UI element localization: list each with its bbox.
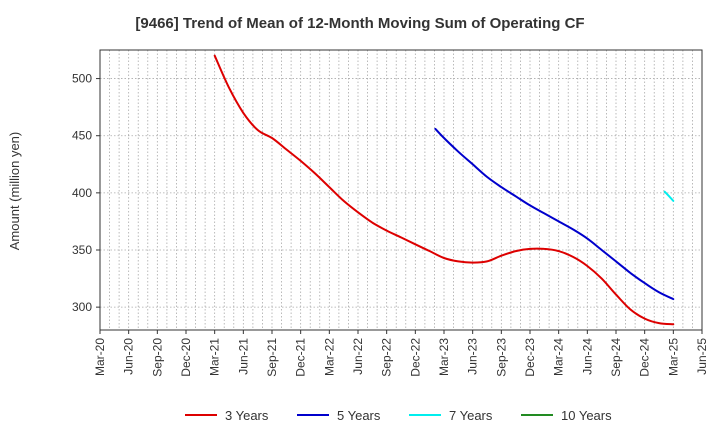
legend-label: 5 Years <box>337 408 381 423</box>
chart-title: [9466] Trend of Mean of 12-Month Moving … <box>135 15 584 32</box>
legend-label: 10 Years <box>561 408 612 423</box>
x-tick-label: Mar-20 <box>93 338 107 376</box>
x-tick-label: Jun-24 <box>580 338 594 375</box>
y-axis-label: Amount (million yen) <box>7 132 22 251</box>
x-tick-label: Jun-20 <box>122 338 136 375</box>
x-tick-label: Sep-24 <box>609 338 623 377</box>
x-tick-label: Dec-23 <box>523 338 537 377</box>
series-line-3-years <box>213 54 675 326</box>
series-line-5-years <box>434 127 675 301</box>
plot-frame <box>99 49 703 331</box>
x-tick-label: Sep-20 <box>150 338 164 377</box>
x-tick-label: Jun-23 <box>466 338 480 375</box>
x-tick-label: Sep-23 <box>494 338 508 377</box>
legend: 3 Years 5 Years 7 Years 10 Years <box>185 408 612 423</box>
y-tick-label: 500 <box>72 72 92 86</box>
y-tick-label: 350 <box>72 243 92 257</box>
x-tick-label: Sep-22 <box>380 338 394 377</box>
y-axis: 300 350 400 450 500 <box>72 72 100 314</box>
x-tick-label: Mar-22 <box>322 338 336 376</box>
y-tick-label: 400 <box>72 186 92 200</box>
x-tick-label: Mar-24 <box>552 338 566 376</box>
y-tick-label: 450 <box>72 129 92 143</box>
x-tick-label: Mar-21 <box>208 338 222 376</box>
x-tick-label: Jun-25 <box>695 338 709 375</box>
x-tick-label: Jun-22 <box>351 338 365 375</box>
y-tick-label: 300 <box>72 300 92 314</box>
series-lines <box>213 54 675 326</box>
x-tick-label: Dec-21 <box>294 338 308 377</box>
legend-label: 7 Years <box>449 408 493 423</box>
x-tick-label: Mar-25 <box>666 338 680 376</box>
x-tick-label: Dec-22 <box>408 338 422 377</box>
x-tick-label: Sep-21 <box>265 338 279 377</box>
x-tick-label: Dec-24 <box>638 338 652 377</box>
legend-label: 3 Years <box>225 408 269 423</box>
x-tick-label: Mar-23 <box>437 338 451 376</box>
series-line-7-years <box>663 190 675 202</box>
x-axis: Mar-20 Jun-20 Sep-20 Dec-20 Mar-21 Jun-21 Sep-… <box>93 330 709 377</box>
x-tick-label: Dec-20 <box>179 338 193 377</box>
grid <box>100 50 702 330</box>
x-tick-label: Jun-21 <box>236 338 250 375</box>
